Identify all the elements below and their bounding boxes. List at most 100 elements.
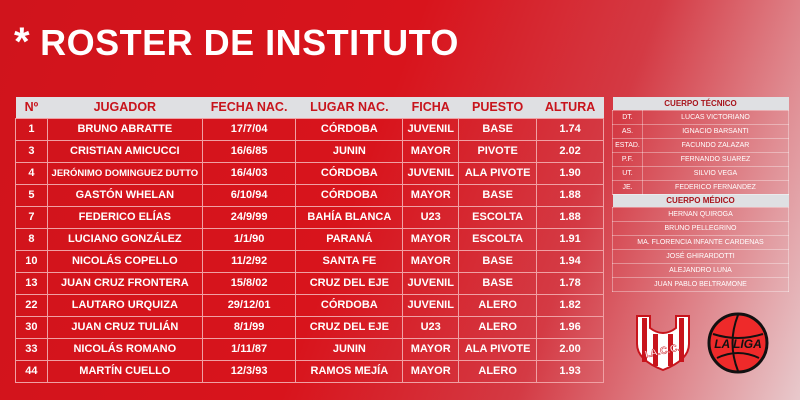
- table-cell: JUAN CRUZ TULIÁN: [46, 315, 203, 339]
- staff-role: JE.: [612, 179, 643, 195]
- table-cell: CÓRDOBA: [295, 183, 404, 207]
- table-cell: 22: [15, 293, 48, 317]
- staff-role: ESTAD.: [612, 137, 643, 153]
- table-cell: 11/2/92: [201, 249, 297, 273]
- staff-role: DT.: [612, 109, 643, 125]
- table-cell: 16/4/03: [201, 161, 297, 185]
- table-cell: 6/10/94: [201, 183, 297, 207]
- staff-row: JUAN PABLO BELTRAMONE: [612, 276, 789, 292]
- table-cell: ALA PIVOTE: [458, 337, 538, 361]
- table-row: 7 FEDERICO ELÍAS 24/9/99 BAHÍA BLANCA U23 ESC…: [15, 205, 604, 229]
- asterisk-icon: *: [14, 20, 31, 64]
- table-cell: RAMOS MEJÍA: [295, 359, 404, 383]
- table-cell: ALERO: [458, 293, 538, 317]
- table-cell: 3: [15, 139, 48, 163]
- table-cell: 1.93: [536, 359, 604, 383]
- table-cell: CÓRDOBA: [295, 161, 404, 185]
- staff-name: ALEJANDRO LUNA: [612, 262, 789, 278]
- table-cell: BAHÍA BLANCA: [295, 205, 404, 229]
- table-cell: 7: [15, 205, 48, 229]
- table-cell: MAYOR: [402, 249, 460, 273]
- staff-name: JUAN PABLO BELTRAMONE: [612, 276, 789, 292]
- table-cell: LUCIANO GONZÁLEZ: [46, 227, 203, 251]
- table-cell: CÓRDOBA: [295, 117, 404, 141]
- staff-name: HERNAN QUIROGA: [612, 206, 789, 222]
- column-header: PUESTO: [458, 97, 537, 118]
- table-cell: BASE: [458, 271, 538, 295]
- table-cell: 4: [15, 161, 48, 185]
- table-cell: 10: [15, 249, 48, 273]
- table-cell: 1.91: [536, 227, 604, 251]
- table-cell: MAYOR: [402, 337, 460, 361]
- table-cell: 17/7/04: [201, 117, 297, 141]
- table-cell: BASE: [458, 117, 538, 141]
- staff-row: ESTAD. FACUNDO ZALAZAR: [612, 137, 789, 153]
- page-title: * ROSTER DE INSTITUTO: [14, 20, 459, 64]
- table-cell: SANTA FE: [295, 249, 404, 273]
- table-cell: MAYOR: [402, 139, 460, 163]
- staff-row: UT. SILVIO VEGA: [612, 165, 789, 181]
- table-cell: JERÓNIMO DOMINGUEZ DUTTO: [46, 161, 203, 185]
- table-cell: 5: [15, 183, 48, 207]
- column-header: JUGADOR: [47, 97, 203, 118]
- table-cell: 24/9/99: [201, 205, 297, 229]
- table-row: 1 BRUNO ABRATTE 17/7/04 CÓRDOBA JUVENIL BASE 1…: [15, 117, 604, 141]
- staff-name: MA. FLORENCIA INFANTE CARDENAS: [612, 234, 789, 250]
- table-cell: MAYOR: [402, 227, 460, 251]
- table-cell: 1.74: [536, 117, 604, 141]
- staff-name: JOSÉ GHIRARDOTTI: [612, 248, 789, 264]
- table-cell: JUVENIL: [402, 293, 460, 317]
- table-cell: 1.88: [536, 205, 604, 229]
- table-row: 10 NICOLÁS COPELLO 11/2/92 SANTA FE MAYOR BAS…: [15, 249, 604, 273]
- table-cell: GASTÓN WHELAN: [46, 183, 203, 207]
- table-cell: 2.02: [536, 139, 604, 163]
- table-cell: 16/6/85: [201, 139, 297, 163]
- table-cell: 1.88: [536, 183, 604, 207]
- table-cell: 1.82: [536, 293, 604, 317]
- table-cell: 8: [15, 227, 48, 251]
- table-cell: CRUZ DEL EJE: [295, 271, 404, 295]
- club-logo: I.A.C.C.: [636, 315, 690, 372]
- staff-row: HERNAN QUIROGA: [612, 206, 789, 222]
- table-row: 44 MARTÍN CUELLO 12/3/93 RAMOS MEJÍA MAYOR AL…: [15, 359, 604, 383]
- staff-name: FERNANDO SUAREZ: [642, 151, 789, 167]
- table-cell: U23: [402, 205, 460, 229]
- staff-row: MA. FLORENCIA INFANTE CARDENAS: [612, 234, 789, 250]
- staff-name: LUCAS VICTORIANO: [642, 109, 789, 125]
- table-cell: ALERO: [458, 359, 538, 383]
- svg-text:LA LIGA: LA LIGA: [714, 337, 762, 351]
- table-row: 4 JERÓNIMO DOMINGUEZ DUTTO 16/4/03 CÓRDOBA J…: [15, 161, 604, 185]
- table-cell: 44: [15, 359, 48, 383]
- table-cell: MAYOR: [402, 183, 460, 207]
- column-header: LUGAR NAC.: [295, 97, 403, 118]
- table-cell: MARTÍN CUELLO: [46, 359, 203, 383]
- staff-row: DT. LUCAS VICTORIANO: [612, 109, 789, 125]
- table-row: 22 LAUTARO URQUIZA 29/12/01 CÓRDOBA JUVENIL A…: [15, 293, 604, 317]
- staff-name: IGNACIO BARSANTI: [642, 123, 789, 139]
- table-cell: JUVENIL: [402, 117, 460, 141]
- table-cell: 8/1/99: [201, 315, 297, 339]
- staff-row: JE. FEDERICO FERNANDEZ: [612, 179, 789, 195]
- table-cell: BASE: [458, 249, 538, 273]
- table-cell: 1: [15, 117, 48, 141]
- column-header: ALTURA: [536, 97, 604, 118]
- table-cell: 13: [15, 271, 48, 295]
- cuerpo-tecnico-header: CUERPO TÉCNICO: [612, 97, 789, 110]
- column-header: FECHA NAC.: [202, 97, 296, 118]
- table-cell: FEDERICO ELÍAS: [46, 205, 203, 229]
- cuerpo-medico-header: CUERPO MÉDICO: [612, 194, 789, 207]
- table-cell: 29/12/01: [201, 293, 297, 317]
- table-cell: JUVENIL: [402, 271, 460, 295]
- staff-row: BRUNO PELLEGRINO: [612, 220, 789, 236]
- table-cell: CRUZ DEL EJE: [295, 315, 404, 339]
- staff-name: BRUNO PELLEGRINO: [612, 220, 789, 236]
- staff-role: AS.: [612, 123, 643, 139]
- staff-name: FACUNDO ZALAZAR: [642, 137, 789, 153]
- table-cell: BASE: [458, 183, 538, 207]
- table-cell: NICOLÁS ROMANO: [46, 337, 203, 361]
- column-header: FICHA: [402, 97, 459, 118]
- table-row: 13 JUAN CRUZ FRONTERA 15/8/02 CRUZ DEL EJE J…: [15, 271, 604, 295]
- staff-role: P.F.: [612, 151, 643, 167]
- table-cell: PARANÁ: [295, 227, 404, 251]
- staff-table: CUERPO TÉCNICO DT. LUCAS VICTORIANO AS. IGNA…: [612, 97, 789, 292]
